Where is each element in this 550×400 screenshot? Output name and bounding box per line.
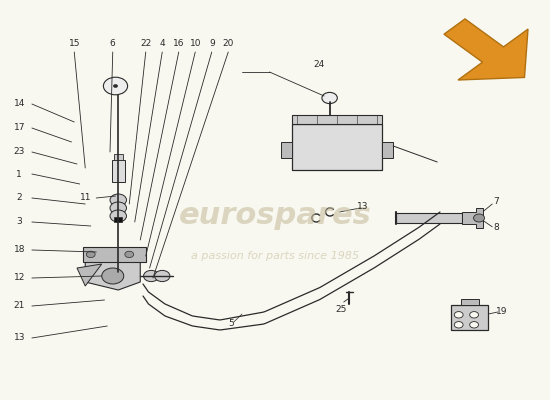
Text: 7: 7 (493, 198, 499, 206)
FancyBboxPatch shape (112, 160, 125, 182)
Text: 11: 11 (80, 194, 91, 202)
FancyBboxPatch shape (114, 154, 123, 160)
Text: 15: 15 (69, 40, 80, 48)
Circle shape (110, 202, 126, 214)
FancyBboxPatch shape (451, 305, 488, 330)
Text: eurospares: eurospares (179, 202, 371, 230)
Text: 22: 22 (140, 40, 151, 48)
Text: 24: 24 (314, 60, 324, 69)
Text: 13: 13 (14, 334, 25, 342)
Circle shape (454, 322, 463, 328)
Text: 25: 25 (336, 306, 346, 314)
Text: 1: 1 (16, 170, 22, 178)
Text: 16: 16 (173, 40, 184, 48)
Circle shape (110, 194, 126, 206)
Circle shape (470, 312, 478, 318)
Text: 8: 8 (493, 224, 499, 232)
Circle shape (454, 312, 463, 318)
Polygon shape (77, 264, 102, 286)
Text: 20: 20 (223, 40, 234, 48)
Text: 14: 14 (14, 100, 25, 108)
Text: 10: 10 (190, 40, 201, 48)
Circle shape (110, 210, 126, 222)
Circle shape (125, 251, 134, 258)
Text: a passion for parts since 1985: a passion for parts since 1985 (191, 251, 359, 261)
Polygon shape (444, 19, 528, 80)
Text: 23: 23 (14, 148, 25, 156)
Text: 13: 13 (358, 202, 368, 211)
Text: 18: 18 (14, 246, 25, 254)
Polygon shape (85, 262, 140, 290)
FancyBboxPatch shape (280, 142, 292, 158)
Circle shape (86, 251, 95, 258)
FancyBboxPatch shape (292, 124, 382, 170)
Circle shape (322, 92, 337, 104)
FancyBboxPatch shape (114, 217, 122, 222)
Text: 2: 2 (16, 194, 22, 202)
Text: 21: 21 (14, 302, 25, 310)
FancyBboxPatch shape (82, 247, 146, 262)
Text: 19: 19 (496, 307, 507, 316)
Text: 17: 17 (14, 124, 25, 132)
Text: 9: 9 (209, 40, 214, 48)
Circle shape (470, 322, 478, 328)
Circle shape (144, 270, 159, 282)
Circle shape (474, 214, 485, 222)
FancyBboxPatch shape (461, 299, 478, 305)
Text: 3: 3 (16, 218, 22, 226)
Circle shape (113, 84, 118, 88)
Text: 12: 12 (14, 274, 25, 282)
Polygon shape (462, 208, 483, 228)
Text: 5: 5 (228, 320, 234, 328)
FancyBboxPatch shape (292, 115, 382, 124)
Circle shape (103, 77, 128, 95)
FancyBboxPatch shape (382, 142, 393, 158)
FancyBboxPatch shape (396, 213, 462, 223)
Circle shape (155, 270, 170, 282)
Text: 4: 4 (160, 40, 165, 48)
Circle shape (102, 268, 124, 284)
Text: 6: 6 (110, 40, 115, 48)
